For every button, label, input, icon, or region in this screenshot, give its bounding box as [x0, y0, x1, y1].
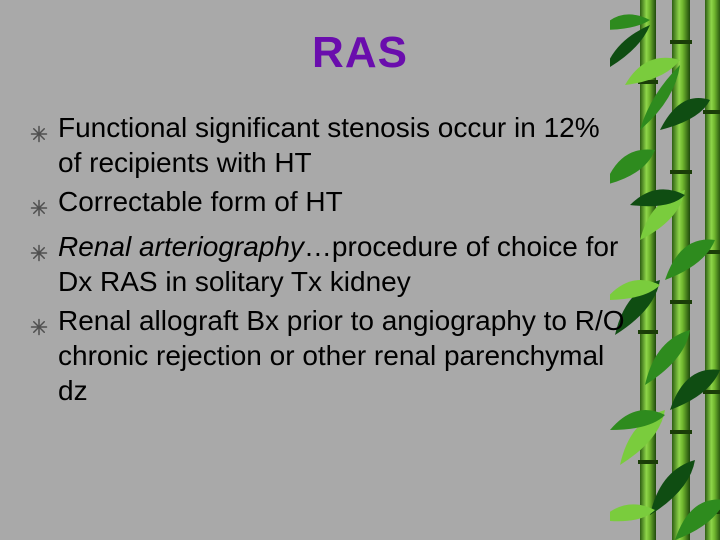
bullet-item: Correctable form of HT	[30, 184, 630, 225]
starburst-icon	[30, 116, 48, 151]
bullet-text: Renal arteriography…procedure of choice …	[58, 229, 630, 299]
bullet-text: Renal allograft Bx prior to angiography …	[58, 303, 630, 408]
starburst-icon	[30, 190, 48, 225]
slide-content: Functional significant stenosis occur in…	[30, 110, 630, 412]
bullet-text: Functional significant stenosis occur in…	[58, 110, 630, 180]
bullet-text: Correctable form of HT	[58, 184, 630, 219]
bullet-item: Renal allograft Bx prior to angiography …	[30, 303, 630, 408]
bullet-item: Renal arteriography…procedure of choice …	[30, 229, 630, 299]
starburst-icon	[30, 309, 48, 344]
slide-title: RAS	[0, 28, 720, 78]
slide: RAS Functional significant stenosis occu…	[0, 0, 720, 540]
starburst-icon	[30, 235, 48, 270]
bullet-item: Functional significant stenosis occur in…	[30, 110, 630, 180]
